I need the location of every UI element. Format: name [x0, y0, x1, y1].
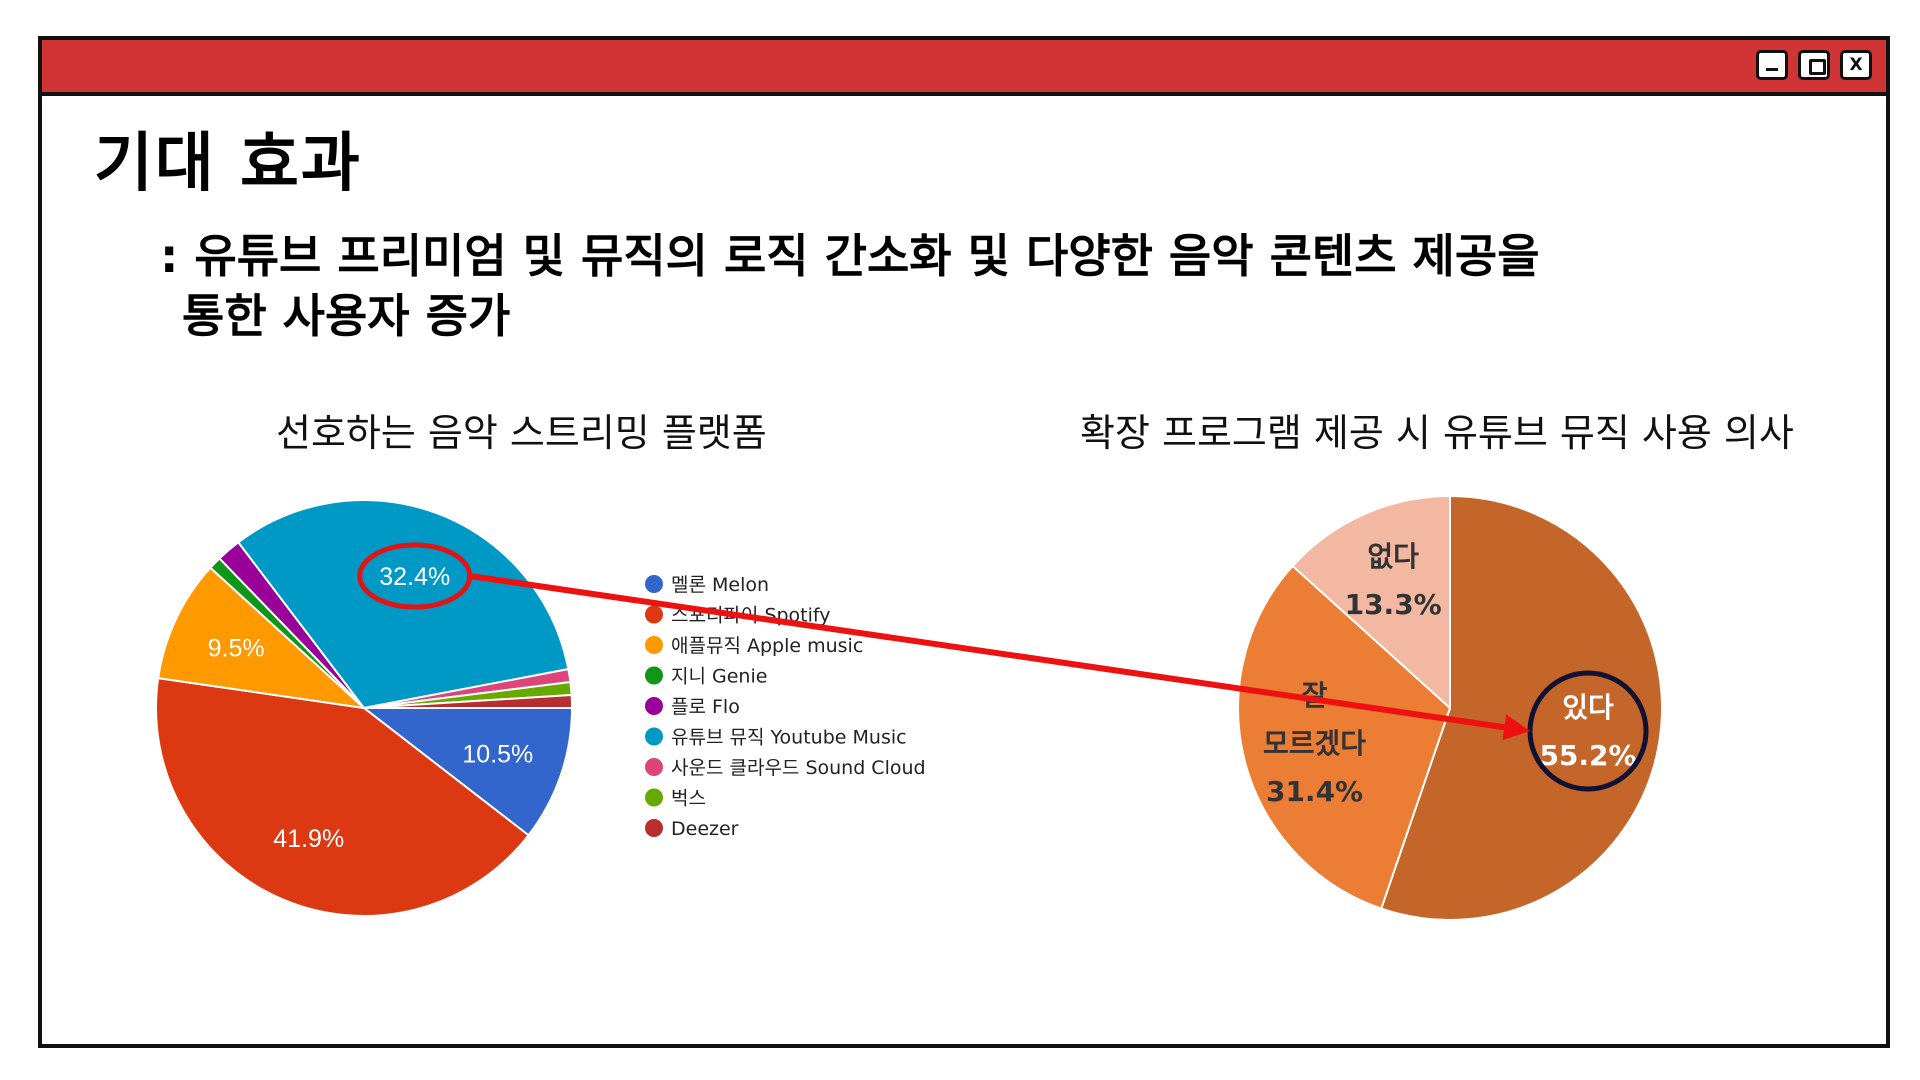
- page-title: 기대 효과: [94, 127, 362, 201]
- pie-slice-spotify: [155, 676, 530, 917]
- chart-title-intent: 확장 프로그램 제공 시 유튜브 뮤직 사용 의사: [1080, 411, 1794, 455]
- slice-label-1-1: 모르겠다: [1263, 727, 1366, 760]
- chart-title-platform: 선호하는 음악 스트리밍 플랫폼: [276, 411, 767, 455]
- close-icon: X: [1849, 55, 1863, 75]
- legend-label-sound-cloud: 사운드 클라우드 Sound Cloud: [671, 757, 926, 779]
- legend-dot-deezer: [645, 819, 663, 837]
- legend-dot-spotify: [645, 605, 663, 624]
- legend-dot-melon: [645, 575, 663, 593]
- legend-dot-youtube-music: [645, 727, 663, 746]
- close-button[interactable]: X: [1840, 50, 1872, 80]
- data-label-apple-music: 9.5%: [208, 634, 265, 662]
- title-bar: X: [42, 40, 1886, 96]
- arrow-head-icon: [1502, 714, 1531, 741]
- minimize-icon: [1766, 68, 1778, 71]
- legend-label-youtube-music: 유튜브 뮤직 Youtube Music: [671, 727, 907, 749]
- slice-label-0-0: 있다: [1562, 691, 1614, 724]
- data-label-1-2: 31.4%: [1266, 775, 1363, 808]
- maximize-button[interactable]: [1798, 50, 1830, 80]
- subtitle-line-2: 통한 사용자 증가: [182, 289, 511, 343]
- legend-label-item: 벅스: [671, 788, 706, 810]
- pie-slice-item: [1379, 494, 1663, 921]
- annotation-layer: [357, 542, 1649, 792]
- subtitle: : 유튜브 프리미엄 및 뮤직의 로직 간소화 및 다양한 음악 콘텐츠 제공을…: [160, 226, 1760, 346]
- legend-dot-apple-music: [645, 636, 663, 654]
- pie-slice-deezer: [363, 693, 574, 709]
- legend-dot-item: [645, 788, 663, 807]
- legend-dot-genie: [645, 666, 663, 685]
- legend-dot-flo: [645, 697, 663, 715]
- pie-slice-apple-music: [157, 566, 368, 710]
- legend-label-deezer: Deezer: [671, 818, 739, 840]
- legend-label-genie: 지니 Genie: [671, 666, 767, 688]
- subtitle-line-1: : 유튜브 프리미엄 및 뮤직의 로직 간소화 및 다양한 음악 콘텐츠 제공을: [160, 229, 1540, 283]
- slice-label-2-0: 없다: [1367, 540, 1419, 573]
- legend-platform: 멜론 Melon스포티파이 Spotify애플뮤직 Apple music지니 …: [645, 574, 926, 840]
- data-label-youtube-music: 32.4%: [379, 563, 450, 591]
- arrow-line: [469, 573, 1505, 731]
- maximize-icon: [1809, 59, 1826, 75]
- pie-slice-melon: [361, 707, 574, 837]
- legend-label-melon: 멜론 Melon: [671, 574, 769, 596]
- data-label-0-1: 55.2%: [1539, 739, 1636, 772]
- data-label-melon: 10.5%: [462, 741, 533, 769]
- minimize-button[interactable]: [1756, 50, 1788, 80]
- pie-slice-item: [1291, 494, 1451, 711]
- data-label-spotify: 41.9%: [273, 825, 344, 853]
- pie-chart-platform: 10.5% 41.9% 9.5% 32.4%: [155, 499, 574, 917]
- legend-label-apple-music: 애플뮤직 Apple music: [671, 635, 863, 657]
- data-label-2-1: 13.3%: [1345, 588, 1442, 621]
- pie-slice-item: [1236, 564, 1452, 910]
- legend-label-flo: 플로 Flo: [671, 696, 740, 718]
- legend-dot-sound-cloud: [645, 758, 663, 776]
